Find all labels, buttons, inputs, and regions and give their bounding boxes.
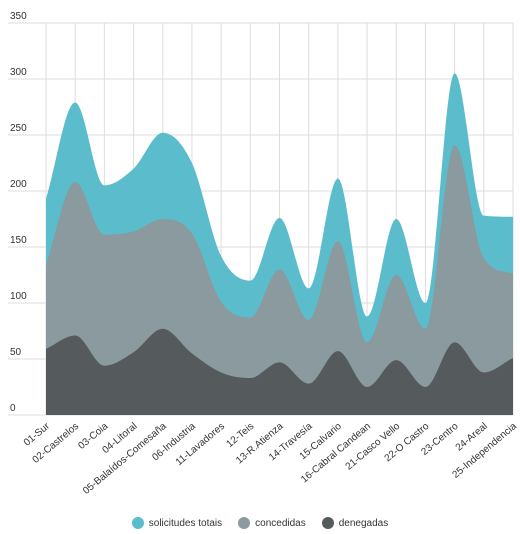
y-tick-label: 0 [10, 403, 16, 414]
y-tick-label: 350 [10, 11, 27, 22]
legend-label: concedidas [255, 517, 306, 529]
legend-item-concedidas[interactable]: concedidas [238, 517, 306, 529]
legend-swatch [321, 517, 334, 529]
legend-item-denegadas[interactable]: denegadas [321, 517, 389, 529]
legend-label: denegadas [338, 517, 389, 529]
legend-item-solicitudes[interactable]: solicitudes totais [131, 517, 223, 529]
y-tick-label: 50 [10, 347, 22, 358]
x-axis-ticks: 01-Sur02-Castrelos03-Coia04-Litoral05-Ba… [22, 420, 519, 496]
legend-swatch [131, 517, 144, 529]
legend-swatch [238, 517, 251, 529]
chart-legend: solicitudes totais concedidas denegadas [0, 517, 520, 529]
y-axis-ticks: 0 50 100 150 200 250 300 350 [10, 11, 27, 414]
y-tick-label: 200 [10, 179, 27, 190]
legend-label: solicitudes totais [148, 517, 223, 529]
y-tick-label: 250 [10, 123, 27, 134]
area-denegadas [46, 328, 513, 415]
y-tick-label: 150 [10, 235, 27, 246]
area-layer [46, 73, 513, 416]
y-tick-label: 300 [10, 67, 27, 78]
y-tick-label: 100 [10, 291, 27, 302]
